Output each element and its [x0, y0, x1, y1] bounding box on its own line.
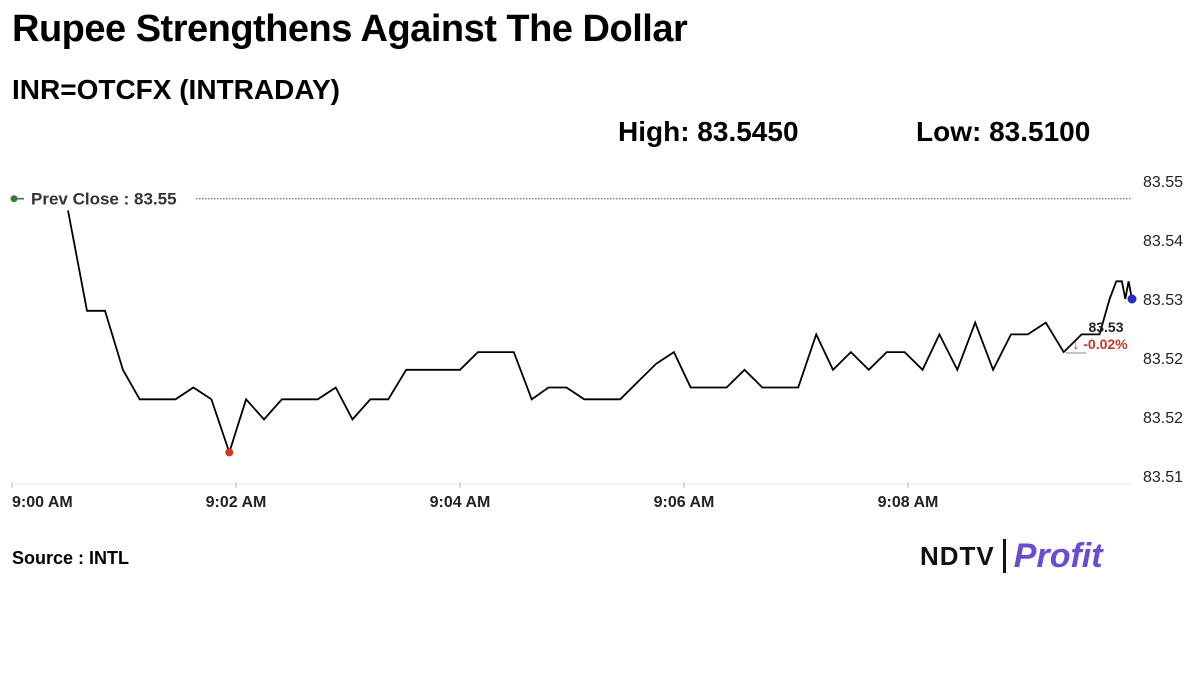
high-value: High: 83.5450 — [618, 116, 799, 147]
low-value: Low: 83.5100 — [916, 116, 1091, 147]
y-tick-label-5: 83.55 — [1143, 174, 1183, 191]
y-tick-label-2: 83.52 — [1143, 351, 1183, 368]
source-note: Source : INTL — [12, 548, 130, 568]
chart-subtitle: INR=OTCFX (INTRADAY) — [12, 74, 340, 105]
x-tick-label-1: 9:02 AM — [206, 494, 267, 511]
prev-close-marker — [10, 195, 18, 203]
change-label: ↓ -0.02% — [1072, 336, 1128, 352]
chart-title: Rupee Strengthens Against The Dollar — [12, 8, 688, 50]
x-tick-label-2: 9:04 AM — [430, 494, 491, 511]
x-tick-label-4: 9:08 AM — [878, 494, 939, 511]
low-point-marker — [225, 448, 234, 457]
y-tick-label-0: 83.51 — [1143, 469, 1183, 486]
series-line — [67, 210, 1133, 456]
x-tick-label-3: 9:06 AM — [654, 494, 715, 511]
last-point-marker — [1127, 294, 1137, 304]
last-value-label: 83.53 — [1088, 319, 1123, 335]
prev-close-label: Prev Close : 83.55 — [31, 190, 177, 209]
logo-ndtv-text: NDTV — [920, 540, 995, 571]
y-tick-label-3: 83.53 — [1143, 292, 1183, 309]
x-tick-label-0: 9:00 AM — [12, 494, 73, 511]
logo-separator — [1002, 539, 1006, 573]
logo-profit-text: Profit — [1013, 536, 1103, 575]
y-tick-label-1: 83.52 — [1143, 410, 1183, 427]
ndtv-profit-logo: NDTV Profit — [920, 536, 1103, 576]
y-tick-label-4: 83.54 — [1143, 233, 1183, 250]
